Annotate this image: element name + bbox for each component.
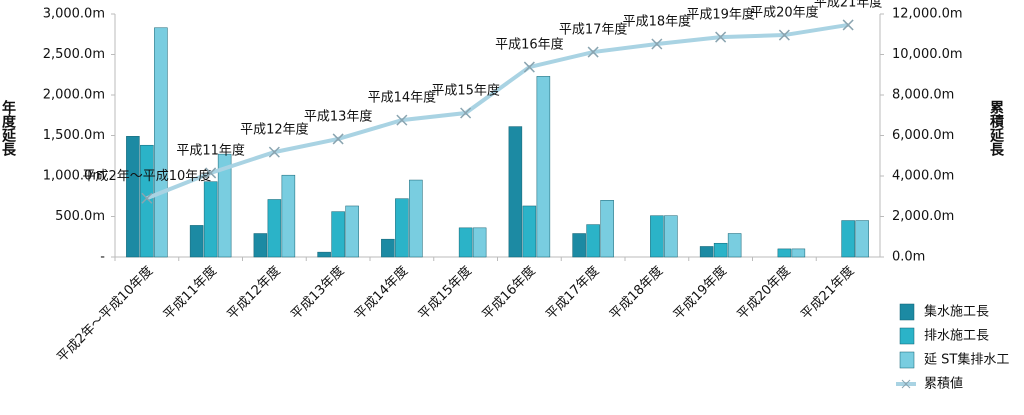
y2-tick-label: 0.0m [892, 250, 925, 265]
line-marker [778, 29, 790, 41]
point-label: 平成20年度 [750, 5, 819, 21]
x-tick-label: 平成21年度 [798, 263, 858, 323]
bar [395, 198, 409, 258]
line-marker [396, 114, 408, 126]
point-label: 平成15年度 [431, 83, 500, 99]
bar [267, 199, 282, 258]
point-label: 平成11年度 [176, 142, 245, 158]
bar [253, 233, 268, 258]
point-label: 平成17年度 [559, 22, 628, 38]
x-tick-label: 平成12年度 [224, 263, 284, 323]
x-tick-label: 平成18年度 [606, 263, 666, 323]
line-marker [460, 107, 472, 119]
legend-marker [901, 379, 911, 389]
bar [586, 224, 600, 258]
x-tick-label: 平成2年～平成10年度 [54, 263, 156, 365]
bar [777, 248, 792, 258]
bar [664, 215, 678, 258]
point-label: 平成13年度 [304, 108, 373, 124]
line-marker [141, 192, 153, 204]
point-label: 平成18年度 [623, 13, 692, 29]
point-label: 平成14年度 [368, 90, 437, 106]
y2-tick-label: 12,000.0m [892, 7, 963, 22]
line-marker [842, 19, 854, 31]
bar [713, 242, 728, 258]
line-marker [651, 38, 663, 50]
cumulative-line [146, 22, 849, 201]
y-tick-label: 500.0m [55, 209, 105, 224]
bar [381, 238, 395, 258]
x-tick-label: 平成20年度 [734, 263, 794, 323]
line-marker [268, 146, 280, 158]
x-tick-label: 平成15年度 [415, 263, 475, 323]
y2-axis-label: 累積延長 [988, 100, 1005, 157]
y2-tick-label: 6,000.0m [892, 128, 954, 143]
y-tick-label: 1,500.0m [43, 128, 105, 143]
x-tick-label: 平成17年度 [543, 263, 603, 323]
x-tick-label: 平成19年度 [670, 263, 730, 323]
bar [317, 251, 331, 258]
y-tick-label: - [100, 250, 105, 265]
bar [536, 76, 551, 258]
point-label: 平成16年度 [495, 37, 564, 53]
bar [154, 27, 168, 258]
x-tick-label: 平成13年度 [288, 263, 348, 323]
legend-swatch [899, 303, 915, 321]
y2-tick-label: 4,000.0m [892, 169, 954, 184]
y2-tick-label: 10,000.0m [892, 47, 963, 62]
point-label: 平成21年度 [814, 0, 883, 10]
bar [126, 136, 140, 258]
bar [699, 246, 714, 258]
bar [508, 126, 523, 258]
bar [140, 144, 154, 258]
bar [345, 205, 359, 258]
bar [331, 211, 345, 258]
y-tick-label: 2,500.0m [43, 47, 105, 62]
line-marker [587, 46, 599, 58]
legend-label: 累積値 [924, 376, 963, 392]
y-axis-label: 年度延長 [0, 99, 17, 157]
bar [281, 174, 296, 258]
x-tick-label: 平成14年度 [351, 263, 411, 323]
y2-tick-label: 8,000.0m [892, 88, 954, 103]
line-marker [205, 167, 217, 179]
line-marker [523, 61, 535, 73]
y-tick-label: 2,000.0m [43, 88, 105, 103]
legend-label: 延 ST集排水工 [924, 352, 1009, 368]
line-marker [332, 133, 344, 145]
x-tick-label: 平成11年度 [160, 263, 220, 323]
legend-swatch [899, 327, 915, 345]
bar [791, 248, 806, 258]
y-tick-label: 3,000.0m [43, 7, 105, 22]
bar [189, 225, 204, 258]
bar [458, 227, 473, 258]
x-tick-label: 平成16年度 [479, 263, 539, 323]
legend-label: 排水施工長 [924, 329, 989, 344]
bar [855, 220, 869, 258]
point-label: 平成2年～平成10年度 [82, 168, 211, 184]
bar [572, 233, 586, 258]
bar [217, 153, 232, 258]
point-label: 平成12年度 [240, 122, 309, 138]
point-label: 平成19年度 [686, 7, 755, 23]
bar [522, 205, 537, 258]
y-tick-label: 1,000.0m [43, 169, 105, 184]
bar [841, 220, 855, 258]
bar [650, 215, 664, 258]
bar [472, 227, 487, 258]
bar [409, 179, 423, 258]
y2-tick-label: 2,000.0m [892, 209, 954, 224]
legend-label: 集水施工長 [924, 304, 989, 320]
bar [727, 233, 742, 258]
bar [203, 181, 218, 258]
line-marker [715, 31, 727, 43]
legend-swatch [899, 351, 915, 369]
bar [600, 200, 614, 258]
